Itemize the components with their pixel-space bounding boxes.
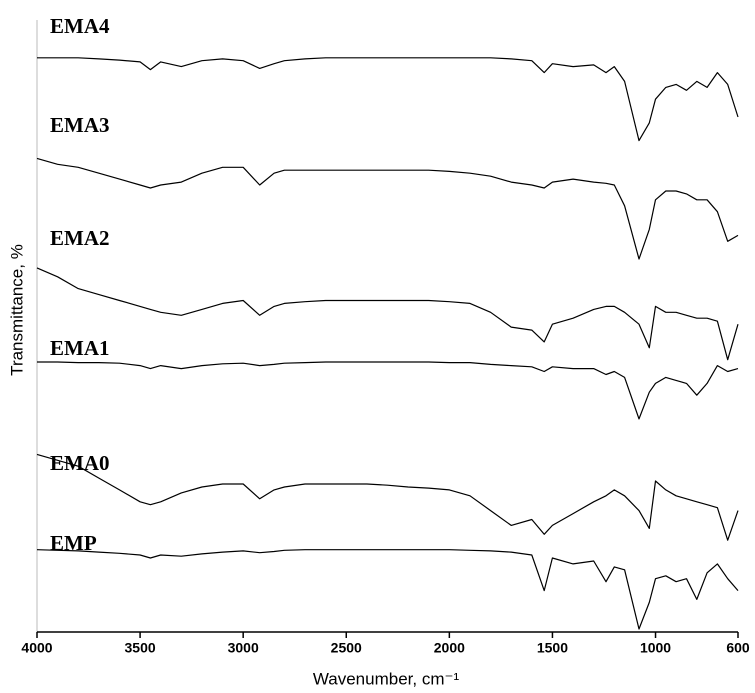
series-label: EMP [50, 531, 97, 555]
x-tick-label: 3500 [125, 640, 156, 656]
spectrum-line [36, 267, 739, 361]
spectrum-line [37, 361, 739, 420]
x-tick-label: 4000 [21, 640, 52, 656]
series-label: EMA2 [50, 226, 110, 250]
x-tick-label: 1000 [640, 640, 671, 656]
spectrum-line [36, 157, 739, 260]
spectrum-line [36, 549, 739, 630]
series-label: EMA4 [50, 14, 110, 38]
x-tick-label: 2000 [434, 640, 465, 656]
x-tick-label: 3000 [228, 640, 259, 656]
series-label: EMA3 [50, 113, 110, 137]
series-label: EMA1 [50, 336, 110, 360]
x-tick-label: 2500 [331, 640, 362, 656]
spectrum-line [37, 57, 739, 142]
x-tick-label: 1500 [537, 640, 568, 656]
x-axis-title: Wavenumber, cm⁻¹ [313, 669, 460, 688]
x-tick-label: 600 [726, 640, 750, 656]
spectrum-line [36, 453, 739, 541]
series-label: EMA0 [50, 451, 110, 475]
y-axis-title: Transmittance, % [7, 244, 26, 376]
